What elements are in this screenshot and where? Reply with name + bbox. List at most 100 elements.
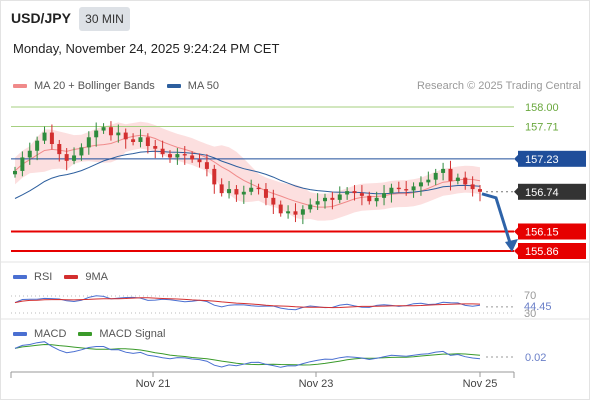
candle-body <box>278 204 283 214</box>
candle-body <box>455 177 460 182</box>
price-pane: 158.00 157.71 157.23 156.74 156.15 155.86 <box>11 102 586 259</box>
candle-body <box>138 137 143 142</box>
candle-body <box>263 189 268 198</box>
macd-legend: MACD MACD Signal <box>13 328 177 340</box>
level-box-pointer <box>514 154 518 163</box>
legend-item-macd-signal: MACD Signal <box>78 328 165 340</box>
rsi-ma-line <box>14 297 481 309</box>
legend-label-rsi: RSI <box>34 271 53 283</box>
rsi-axis-label: 70 <box>524 290 536 302</box>
candle-body <box>249 187 254 192</box>
candle-body <box>212 168 217 185</box>
candle-body <box>418 182 423 187</box>
candle-body <box>308 204 313 210</box>
symbol-title: USD/JPY <box>11 10 71 26</box>
timeframe-badge[interactable]: 30 MIN <box>79 7 130 31</box>
candle-body <box>190 155 195 160</box>
legend-item-ma50: MA 50 <box>166 80 219 92</box>
rsi-swatch <box>13 275 27 279</box>
macd-value-label: 0.02 <box>525 352 546 364</box>
level-label-support: 156.15 <box>525 226 559 238</box>
time-tick-label: Nov 25 <box>463 378 498 390</box>
level-label-support: 155.86 <box>525 246 559 258</box>
candle-body <box>426 179 431 183</box>
macd-signal-line <box>14 343 481 366</box>
legend-label-macd-signal: MACD Signal <box>99 328 166 340</box>
candle-body <box>123 132 128 140</box>
rsi-axis-label: 44.45 <box>524 301 552 313</box>
candle-body <box>182 154 187 156</box>
legend-item-rsi-ma: 9MA <box>64 271 108 283</box>
level-box-pointer <box>514 227 518 236</box>
level-box-current <box>518 183 586 200</box>
price-legend: MA 20 + Bollinger Bands MA 50 <box>13 80 231 92</box>
macd-line <box>14 341 481 368</box>
candle-body <box>448 168 453 182</box>
candle-body <box>411 186 416 191</box>
candle-body <box>35 140 40 151</box>
candle-body <box>478 189 482 192</box>
level-box-pivot <box>518 150 586 167</box>
macd-signal-swatch <box>78 332 93 336</box>
level-box-pointer <box>514 247 518 255</box>
level-label-resistance: 158.00 <box>525 102 559 114</box>
rsi-ma-swatch <box>64 275 79 279</box>
candle-body <box>323 197 327 202</box>
candle-body <box>315 201 320 205</box>
level-box-pointer <box>514 187 518 196</box>
candle-body <box>72 155 77 161</box>
candle-body <box>108 127 113 136</box>
candle-body <box>94 130 99 138</box>
rsi-legend: RSI 9MA <box>13 271 120 283</box>
candle-body <box>433 172 438 180</box>
candle-body <box>234 189 239 195</box>
macd-pane: 0.02 <box>14 341 546 368</box>
candle-body <box>13 170 17 175</box>
candle-body <box>367 195 372 202</box>
level-label-resistance: 157.71 <box>525 122 559 134</box>
candle-body <box>337 194 342 200</box>
level-box-support <box>518 223 586 240</box>
ma50-swatch <box>166 84 181 88</box>
chart-datetime: Monday, November 24, 2025 9:24:24 PM CET <box>13 41 280 56</box>
level-label-current: 156.74 <box>525 187 559 199</box>
ma50-line <box>14 150 481 199</box>
candle-body <box>20 157 25 171</box>
candle-body <box>49 132 54 145</box>
candle-body <box>470 184 475 190</box>
legend-label-macd: MACD <box>34 328 67 340</box>
candle-body <box>197 159 202 163</box>
candle-body <box>352 191 357 194</box>
candle-body <box>389 187 394 194</box>
candle-body <box>145 137 150 147</box>
candle-body <box>175 154 180 158</box>
time-tick-label: Nov 23 <box>299 378 334 390</box>
candle-body <box>374 197 379 202</box>
candle-body <box>160 148 165 155</box>
time-tick-label: Nov 21 <box>136 378 171 390</box>
candle-body <box>300 209 305 215</box>
candle-body <box>359 193 364 196</box>
candle-body <box>168 154 172 158</box>
legend-item-macd: MACD <box>13 328 66 340</box>
candle-body <box>27 150 32 158</box>
candle-body <box>241 191 246 195</box>
candle-body <box>64 154 69 161</box>
candle-body <box>57 144 62 155</box>
candle-body <box>382 193 387 198</box>
macd-swatch <box>13 332 27 336</box>
bollinger-band <box>15 121 480 221</box>
candle-body <box>345 191 350 195</box>
projection-arrow-line <box>481 192 513 247</box>
legend-item-rsi: RSI <box>13 271 52 283</box>
ma20-line <box>14 134 481 208</box>
candle-body <box>219 184 224 194</box>
rsi-axis-label: 30 <box>524 308 536 320</box>
candle-body <box>227 189 232 194</box>
candle-body <box>131 139 136 142</box>
chart-credit: Research © 2025 Trading Central <box>416 80 581 92</box>
projection-arrow-head <box>505 239 518 252</box>
candle-body <box>463 177 468 185</box>
